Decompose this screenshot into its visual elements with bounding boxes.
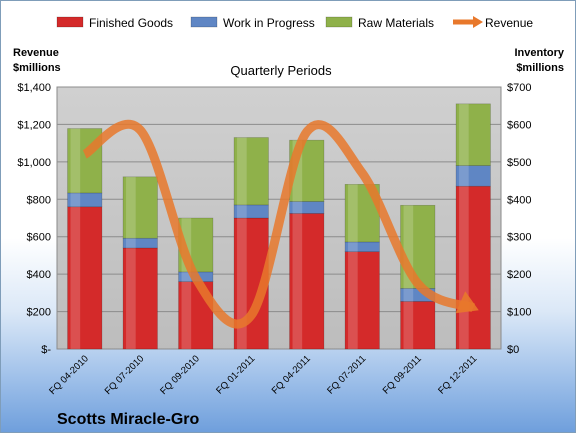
right-tick-label: $600 xyxy=(507,119,531,131)
bar-highlight xyxy=(71,129,81,193)
right-axis-label-line2: $millions xyxy=(516,62,564,74)
right-tick-label: $200 xyxy=(507,269,531,281)
left-tick-label: $- xyxy=(41,344,51,356)
x-tick-label: FQ 09-2010 xyxy=(158,353,202,397)
legend-swatch xyxy=(191,17,217,27)
left-axis-label-line2: $millions xyxy=(13,62,61,74)
right-axis-ticks: $0 $100 $200 $300 $400 $500 $600 $700 xyxy=(507,82,531,356)
bar-highlight xyxy=(237,218,247,349)
bar-highlight xyxy=(404,301,414,349)
right-tick-label: $400 xyxy=(507,194,531,206)
bar-highlight xyxy=(293,202,303,214)
left-tick-label: $200 xyxy=(27,307,51,319)
bar-highlight xyxy=(459,166,469,187)
left-tick-label: $1,000 xyxy=(17,157,51,169)
legend-arrow-icon xyxy=(473,16,483,28)
bar-highlight xyxy=(126,238,136,248)
left-tick-label: $1,200 xyxy=(17,119,51,131)
legend: Finished Goods Work in Progress Raw Materi… xyxy=(57,16,533,30)
bar-highlight xyxy=(459,104,469,166)
chart-title: Quarterly Periods xyxy=(230,63,332,78)
legend-label: Finished Goods xyxy=(89,16,173,30)
bar-highlight xyxy=(71,193,81,207)
x-tick-label: FQ 01-2011 xyxy=(214,353,257,396)
x-tick-label: FQ 12-2011 xyxy=(436,353,479,396)
right-tick-label: $700 xyxy=(507,82,531,94)
bar-highlight xyxy=(293,214,303,349)
left-axis-label-line1: Revenue xyxy=(13,47,59,59)
x-tick-label: FQ 04-2011 xyxy=(270,353,313,396)
bar-highlight xyxy=(348,184,358,242)
left-axis-ticks: $- $200 $400 $600 $800 $1,000 $1,200 $1,400 xyxy=(17,82,51,356)
bar-highlight xyxy=(348,252,358,349)
left-tick-label: $400 xyxy=(27,269,51,281)
right-tick-label: $100 xyxy=(507,307,531,319)
bar-highlight xyxy=(126,177,136,238)
right-axis-label-line1: Inventory xyxy=(514,47,564,59)
bar-highlight xyxy=(348,242,358,252)
left-tick-label: $800 xyxy=(27,194,51,206)
bar-highlight xyxy=(237,205,247,218)
x-tick-label: FQ 04-2010 xyxy=(47,353,91,397)
left-tick-label: $600 xyxy=(27,232,51,244)
legend-swatch xyxy=(57,17,83,27)
right-tick-label: $500 xyxy=(507,157,531,169)
legend-label: Raw Materials xyxy=(358,16,434,30)
bar-highlight xyxy=(182,282,192,349)
bar-highlight xyxy=(404,288,414,301)
bar-highlight xyxy=(71,207,81,349)
bar-highlight xyxy=(237,138,247,205)
legend-label: Revenue xyxy=(485,16,533,30)
legend-swatch xyxy=(326,17,352,27)
company-name: Scotts Miracle-Gro xyxy=(57,411,199,428)
x-tick-label: FQ 09-2011 xyxy=(381,353,424,396)
x-tick-label: FQ 07-2010 xyxy=(103,353,147,397)
legend-label: Work in Progress xyxy=(223,16,315,30)
right-tick-label: $300 xyxy=(507,232,531,244)
bar-highlight xyxy=(459,186,469,349)
x-tick-label: FQ 07-2011 xyxy=(325,353,368,396)
bar-highlight xyxy=(126,248,136,349)
left-tick-label: $1,400 xyxy=(17,82,51,94)
right-tick-label: $0 xyxy=(507,344,519,356)
